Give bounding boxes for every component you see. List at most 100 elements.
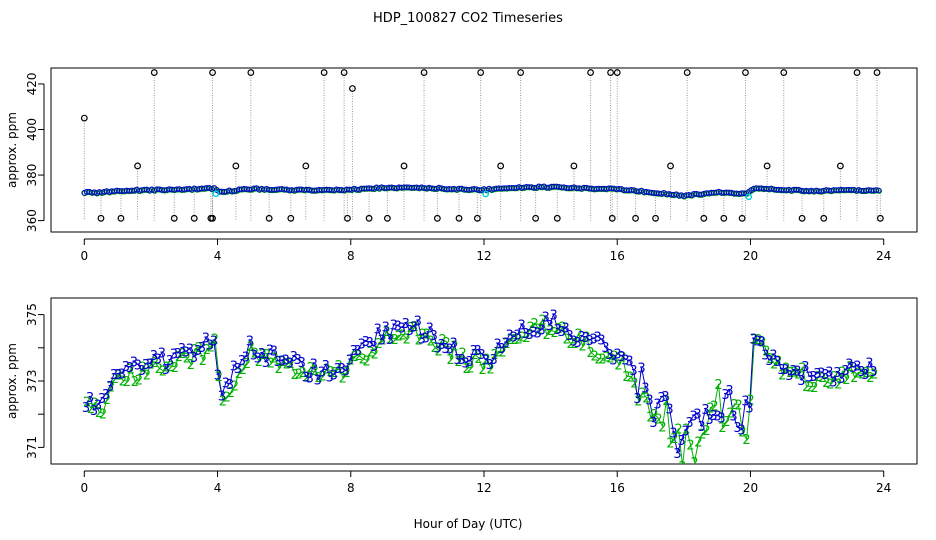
channel3-marker: 3: [350, 344, 358, 359]
channel2-marker: 2: [822, 376, 830, 391]
channel3-marker: 3: [198, 341, 206, 356]
calibration-point: [80, 114, 88, 122]
chart-title: HDP_100827 CO2 Timeseries: [373, 11, 563, 26]
top-data-point: [221, 188, 228, 195]
channel3-marker: 3: [617, 350, 625, 365]
bottom-y-tick-label: 375: [25, 303, 39, 326]
zero-point: [700, 214, 708, 222]
channel2-marker: 2: [526, 320, 534, 335]
channel3-marker: 3: [557, 325, 565, 340]
channel2-marker: 2: [343, 366, 351, 381]
channel2-marker: 2: [722, 415, 730, 430]
channel3-marker: 3: [222, 377, 230, 392]
channel2-marker: 2: [151, 356, 159, 371]
channel2-marker: 2: [279, 355, 287, 370]
channel2-marker: 2: [570, 337, 578, 352]
channel2-marker: 2: [143, 369, 151, 384]
channel2-marker: 2: [654, 412, 662, 427]
channel2-marker: 2: [467, 362, 475, 377]
bottom-x-tick-label: 16: [610, 481, 625, 495]
channel3-marker: 3: [158, 347, 166, 362]
top-y-tick-label: 360: [25, 209, 39, 232]
calibration-point: [570, 162, 578, 170]
zero-point: [473, 214, 481, 222]
channel2-marker: 2: [594, 353, 602, 368]
channel2-marker: 2: [682, 422, 690, 437]
channel2-marker: 2: [275, 362, 283, 377]
channel2-marker: 2: [83, 396, 91, 411]
channel2-marker: 2: [802, 380, 810, 395]
channel3-marker: 3: [410, 320, 418, 335]
zero-point: [265, 214, 273, 222]
channel2-marker: 2: [319, 369, 327, 384]
channel2-marker: 2: [562, 332, 570, 347]
calibration-point: [763, 162, 771, 170]
channel3-marker: 3: [797, 374, 805, 389]
channel3-marker: 3: [218, 390, 226, 405]
channel3-marker: 3: [641, 381, 649, 396]
channel3-marker: 3: [510, 331, 518, 346]
channel3-marker: 3: [725, 384, 733, 399]
channel2-marker: 2: [634, 395, 642, 410]
top-data-point: [875, 187, 882, 194]
channel2-marker: 2: [147, 357, 155, 372]
channel3-marker: 3: [741, 395, 749, 410]
calibration-point: [150, 69, 158, 76]
channel3-marker: 3: [777, 363, 785, 378]
zero-point: [344, 214, 351, 222]
bottom-y-tick-label: 373: [25, 370, 39, 393]
channel3-marker: 3: [170, 347, 178, 362]
zero-point: [632, 214, 639, 222]
channel3-marker: 3: [781, 363, 789, 378]
channel2-marker: 2: [826, 377, 834, 392]
channel2-marker: 2: [730, 398, 738, 413]
channel3-marker: 3: [346, 353, 354, 368]
channel2-marker: 2: [259, 348, 267, 363]
flagged-point: [212, 190, 220, 198]
channel3-marker: 3: [713, 410, 721, 425]
channel2-marker: 2: [391, 333, 399, 348]
channel3-marker: 3: [857, 365, 865, 380]
channel2-line: [86, 318, 875, 464]
channel2-marker: 2: [307, 361, 315, 376]
channel3-marker: 3: [749, 332, 757, 347]
channel2-marker: 2: [606, 352, 614, 367]
top-plot-area: [80, 68, 884, 222]
channel2-marker: 2: [522, 331, 530, 346]
channel3-marker: 3: [673, 447, 681, 462]
channel3-marker: 3: [462, 356, 470, 371]
channel2-marker: 2: [271, 351, 279, 366]
channel2-marker: 2: [758, 335, 766, 350]
channel3-marker: 3: [529, 325, 537, 340]
calibration-point: [340, 69, 348, 76]
channel3-marker: 3: [785, 369, 793, 384]
channel3-marker: 3: [466, 355, 474, 370]
top-data-point: [740, 190, 747, 197]
channel3-marker: 3: [366, 336, 374, 351]
channel2-marker: 2: [155, 362, 163, 377]
calibration-point: [477, 69, 485, 76]
channel2-marker: 2: [95, 406, 103, 421]
channel3-marker: 3: [454, 353, 462, 368]
channel3-marker: 3: [110, 368, 118, 383]
zero-point: [876, 214, 884, 222]
top-x-tick-label: 12: [476, 249, 491, 263]
bottom-y-axis: 371 373 375: [25, 303, 45, 459]
channel2-marker: 2: [423, 328, 431, 343]
channel2-marker: 2: [375, 337, 383, 352]
top-y-tick-label: 380: [25, 164, 39, 187]
bottom-x-tick-label: 8: [347, 481, 355, 495]
channel2-marker: 2: [119, 374, 127, 389]
channel2-marker: 2: [866, 371, 874, 386]
channel2-marker: 2: [131, 375, 139, 390]
top-x-tick-label: 20: [743, 249, 758, 263]
channel3-marker: 3: [717, 411, 725, 426]
channel3-marker: 3: [298, 356, 306, 371]
channel3-marker: 3: [90, 404, 98, 419]
channel2-marker: 2: [630, 376, 638, 391]
channel3-marker: 3: [721, 388, 729, 403]
channel2-marker: 2: [347, 354, 355, 369]
channel3-marker: 3: [761, 348, 769, 363]
channel3-marker: 3: [266, 343, 274, 358]
channel3-marker: 3: [597, 333, 605, 348]
